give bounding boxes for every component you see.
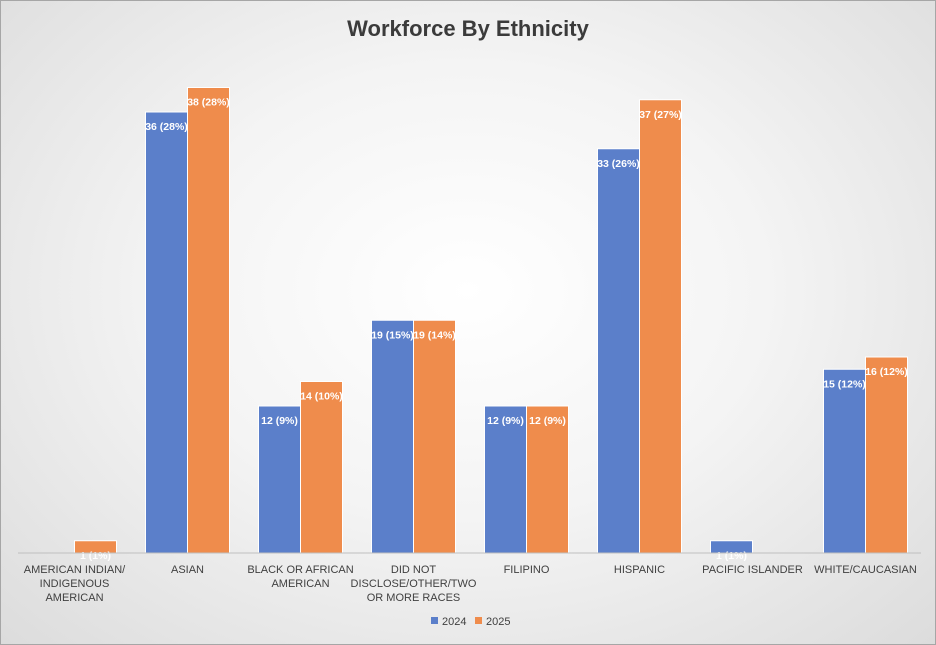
category-label-3-line-2: OR MORE RACES: [367, 592, 461, 604]
data-label-2024-1: 36 (28%): [145, 121, 188, 133]
category-label-0-line-1: INDIGENOUS: [40, 578, 110, 590]
bar-2024-2: [258, 405, 301, 554]
category-label-3-line-0: DID NOT: [391, 564, 437, 576]
data-label-2025-5: 37 (27%): [639, 109, 682, 121]
bars-group: 1 (1%)36 (28%)38 (28%)12 (9%)14 (10%)19 …: [74, 87, 908, 562]
bar-2024-3: [371, 319, 414, 554]
legend-swatch-2025: [475, 617, 482, 624]
category-label-6-line-0: PACIFIC ISLANDER: [702, 564, 803, 576]
bar-2024-5: [597, 148, 640, 554]
category-label-5-line-0: HISPANIC: [614, 564, 665, 576]
bar-2025-4: [526, 405, 569, 554]
bar-2024-7: [823, 368, 866, 554]
data-label-2024-2: 12 (9%): [261, 415, 298, 427]
category-label-4-line-0: FILIPINO: [504, 564, 550, 576]
data-label-2024-3: 19 (15%): [371, 329, 414, 341]
chart-title: Workforce By Ethnicity: [347, 16, 589, 41]
data-label-2025-2: 14 (10%): [300, 391, 343, 403]
bar-2025-7: [865, 356, 908, 554]
bar-2024-1: [145, 111, 188, 554]
category-label-2-line-0: BLACK OR AFRICAN: [247, 564, 353, 576]
legend-swatch-2024: [431, 617, 438, 624]
category-label-3-line-1: DISCLOSE/OTHER/TWO: [351, 578, 477, 590]
data-label-2025-3: 19 (14%): [413, 329, 456, 341]
category-label-2-line-1: AMERICAN: [271, 578, 329, 590]
data-label-2025-7: 16 (12%): [865, 366, 908, 378]
category-label-7-line-0: WHITE/CAUCASIAN: [814, 564, 917, 576]
legend-label-2025: 2025: [486, 616, 510, 628]
data-label-2024-7: 15 (12%): [823, 378, 866, 390]
category-labels: AMERICAN INDIAN/INDIGENOUS AMERICAN ASIAN B…: [24, 564, 917, 604]
data-label-2025-4: 12 (9%): [529, 415, 566, 427]
category-label-0-line-2: AMERICAN: [45, 592, 103, 604]
bar-2025-2: [300, 381, 343, 554]
data-label-2025-1: 38 (28%): [187, 97, 230, 109]
category-label-0-line-0: AMERICAN INDIAN/: [24, 564, 126, 576]
bar-2025-5: [639, 99, 682, 554]
legend: 2024 2025: [431, 616, 510, 628]
data-label-2024-5: 33 (26%): [597, 158, 640, 170]
data-label-2024-4: 12 (9%): [487, 415, 524, 427]
data-label-2024-6: 1 (1%): [716, 550, 747, 562]
legend-label-2024: 2024: [442, 616, 466, 628]
bar-2024-4: [484, 405, 527, 554]
bar-2025-3: [413, 319, 456, 554]
category-label-1-line-0: ASIAN: [171, 564, 204, 576]
data-label-2025-0: 1 (1%): [80, 550, 111, 562]
bar-2025-1: [187, 87, 230, 554]
